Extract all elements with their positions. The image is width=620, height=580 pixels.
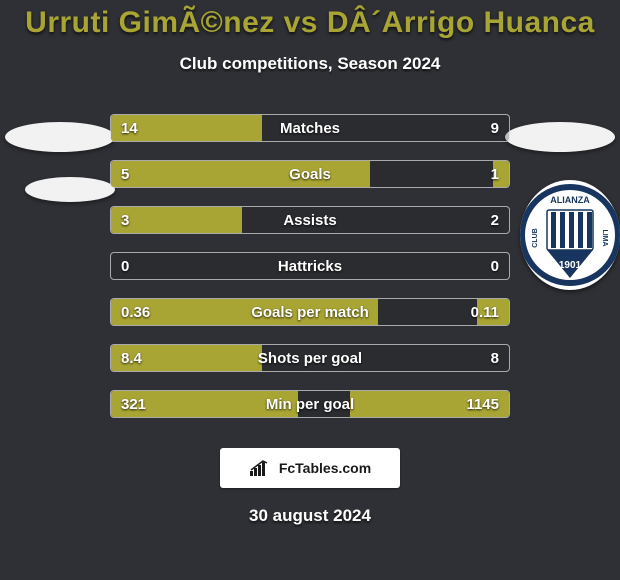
fctables-logo-icon: [249, 459, 273, 477]
stats-list: 149Matches 51Goals 32Assists 00Hattricks 0.3…: [110, 114, 510, 418]
svg-text:CLUB: CLUB: [532, 228, 539, 247]
svg-text:LIMA: LIMA: [601, 229, 608, 246]
comparison-card: ALIANZA CLUB LIMA 1901 Urruti GimÃ©nez v…: [0, 0, 620, 580]
svg-text:1901: 1901: [559, 260, 582, 271]
stat-label: Assists: [111, 207, 509, 233]
stat-label: Goals: [111, 161, 509, 187]
stat-label: Shots per goal: [111, 345, 509, 371]
stat-row: 3211145Min per goal: [110, 390, 510, 418]
club-badge-right: ALIANZA CLUB LIMA 1901: [520, 180, 620, 290]
svg-text:ALIANZA: ALIANZA: [550, 195, 590, 205]
player-avatar-left: [5, 122, 115, 152]
stat-row: 8.48Shots per goal: [110, 344, 510, 372]
date-label: 30 august 2024: [0, 506, 620, 526]
stat-label: Goals per match: [111, 299, 509, 325]
subtitle: Club competitions, Season 2024: [0, 54, 620, 74]
stat-label: Matches: [111, 115, 509, 141]
stat-row: 0.360.11Goals per match: [110, 298, 510, 326]
player-avatar-left-secondary: [25, 177, 115, 202]
brand-footer: FcTables.com: [220, 448, 400, 488]
player-avatar-right: [505, 122, 615, 152]
stat-row: 00Hattricks: [110, 252, 510, 280]
stat-row: 51Goals: [110, 160, 510, 188]
stat-label: Hattricks: [111, 253, 509, 279]
page-title: Urruti GimÃ©nez vs DÂ´Arrigo Huanca: [0, 6, 620, 40]
stat-row: 149Matches: [110, 114, 510, 142]
alianza-badge-icon: ALIANZA CLUB LIMA 1901: [520, 180, 620, 290]
stat-label: Min per goal: [111, 391, 509, 417]
brand-label: FcTables.com: [279, 460, 371, 476]
stat-row: 32Assists: [110, 206, 510, 234]
